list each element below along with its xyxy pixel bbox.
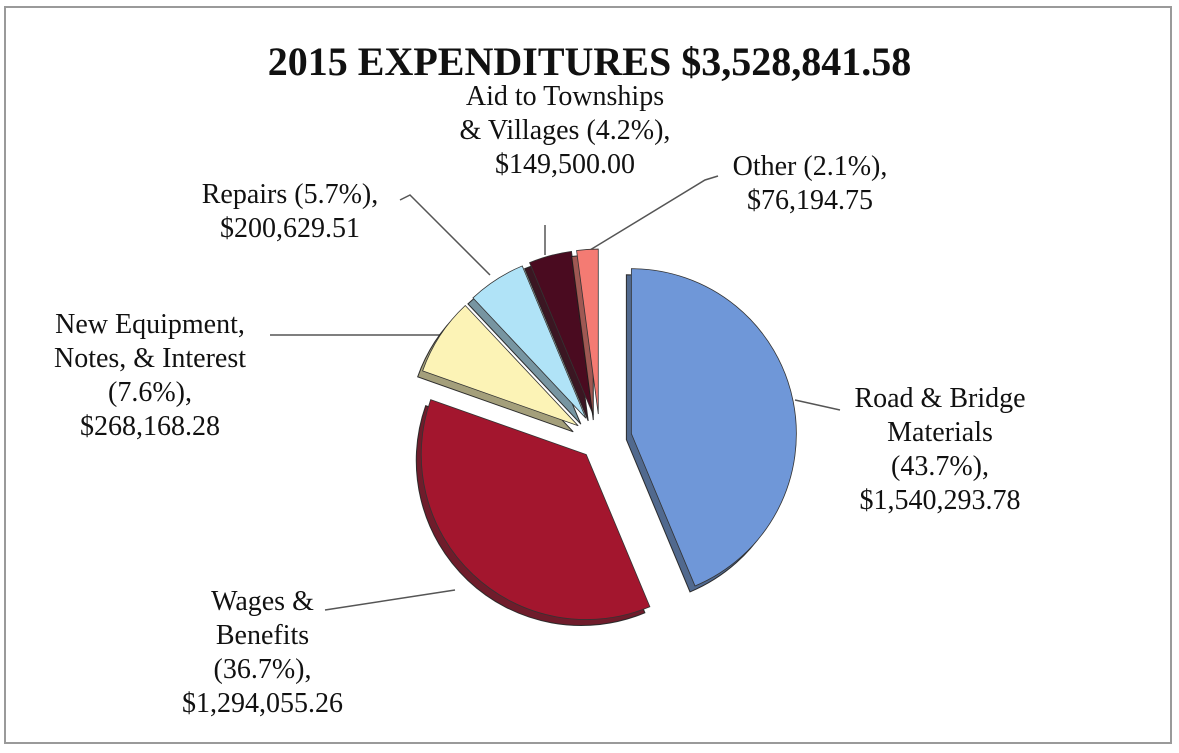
slice-label: Wages & Benefits (36.7%), $1,294,055.26 bbox=[170, 585, 355, 721]
slice-shade bbox=[524, 257, 589, 421]
slice bbox=[422, 304, 579, 427]
slice bbox=[630, 268, 797, 587]
leader-line bbox=[324, 589, 456, 611]
chart-frame bbox=[4, 6, 1172, 744]
amount-label: $1,540,293.78 bbox=[859, 485, 1021, 516]
percent-label: (5.7%), bbox=[294, 179, 379, 210]
category-name: Other bbox=[732, 151, 797, 182]
category-name: New Equipment, Notes, & Interest bbox=[53, 309, 247, 374]
amount-label: $268,168.28 bbox=[80, 411, 220, 442]
slice-label: Repairs (5.7%), $200,629.51 bbox=[175, 178, 405, 246]
chart-title: 2015 EXPENDITURES $3,528,841.58 bbox=[267, 39, 912, 84]
percent-label: (4.2%), bbox=[586, 115, 671, 146]
category-name: Repairs bbox=[201, 179, 288, 210]
slice bbox=[472, 265, 587, 419]
slice-label: Road & Bridge Materials (43.7%), $1,540,… bbox=[835, 382, 1045, 518]
amount-label: $149,500.00 bbox=[495, 149, 635, 180]
amount-label: $1,294,055.26 bbox=[182, 688, 343, 719]
slice-label: New Equipment, Notes, & Interest (7.6%),… bbox=[40, 308, 260, 444]
percent-label: (2.1%), bbox=[803, 151, 888, 182]
category-name: Aid to Townships & Villages bbox=[459, 81, 665, 146]
amount-label: $76,194.75 bbox=[747, 185, 873, 216]
leader-line bbox=[399, 194, 491, 276]
leader-line bbox=[794, 399, 841, 411]
percent-label: (7.6%), bbox=[108, 377, 192, 408]
amount-label: $200,629.51 bbox=[220, 213, 360, 244]
slice bbox=[420, 399, 651, 620]
category-name: Road & Bridge Materials bbox=[854, 383, 1026, 448]
slice-label: Aid to Townships & Villages (4.2%), $149… bbox=[455, 80, 675, 182]
category-name: Wages & Benefits bbox=[211, 586, 314, 651]
slice bbox=[576, 248, 599, 415]
percent-label: (36.7%), bbox=[213, 654, 312, 685]
slice bbox=[529, 250, 594, 416]
leader-line bbox=[589, 175, 719, 251]
percent-label: (43.7%), bbox=[891, 451, 989, 482]
slice-label: Other (2.1%), $76,194.75 bbox=[705, 150, 915, 218]
